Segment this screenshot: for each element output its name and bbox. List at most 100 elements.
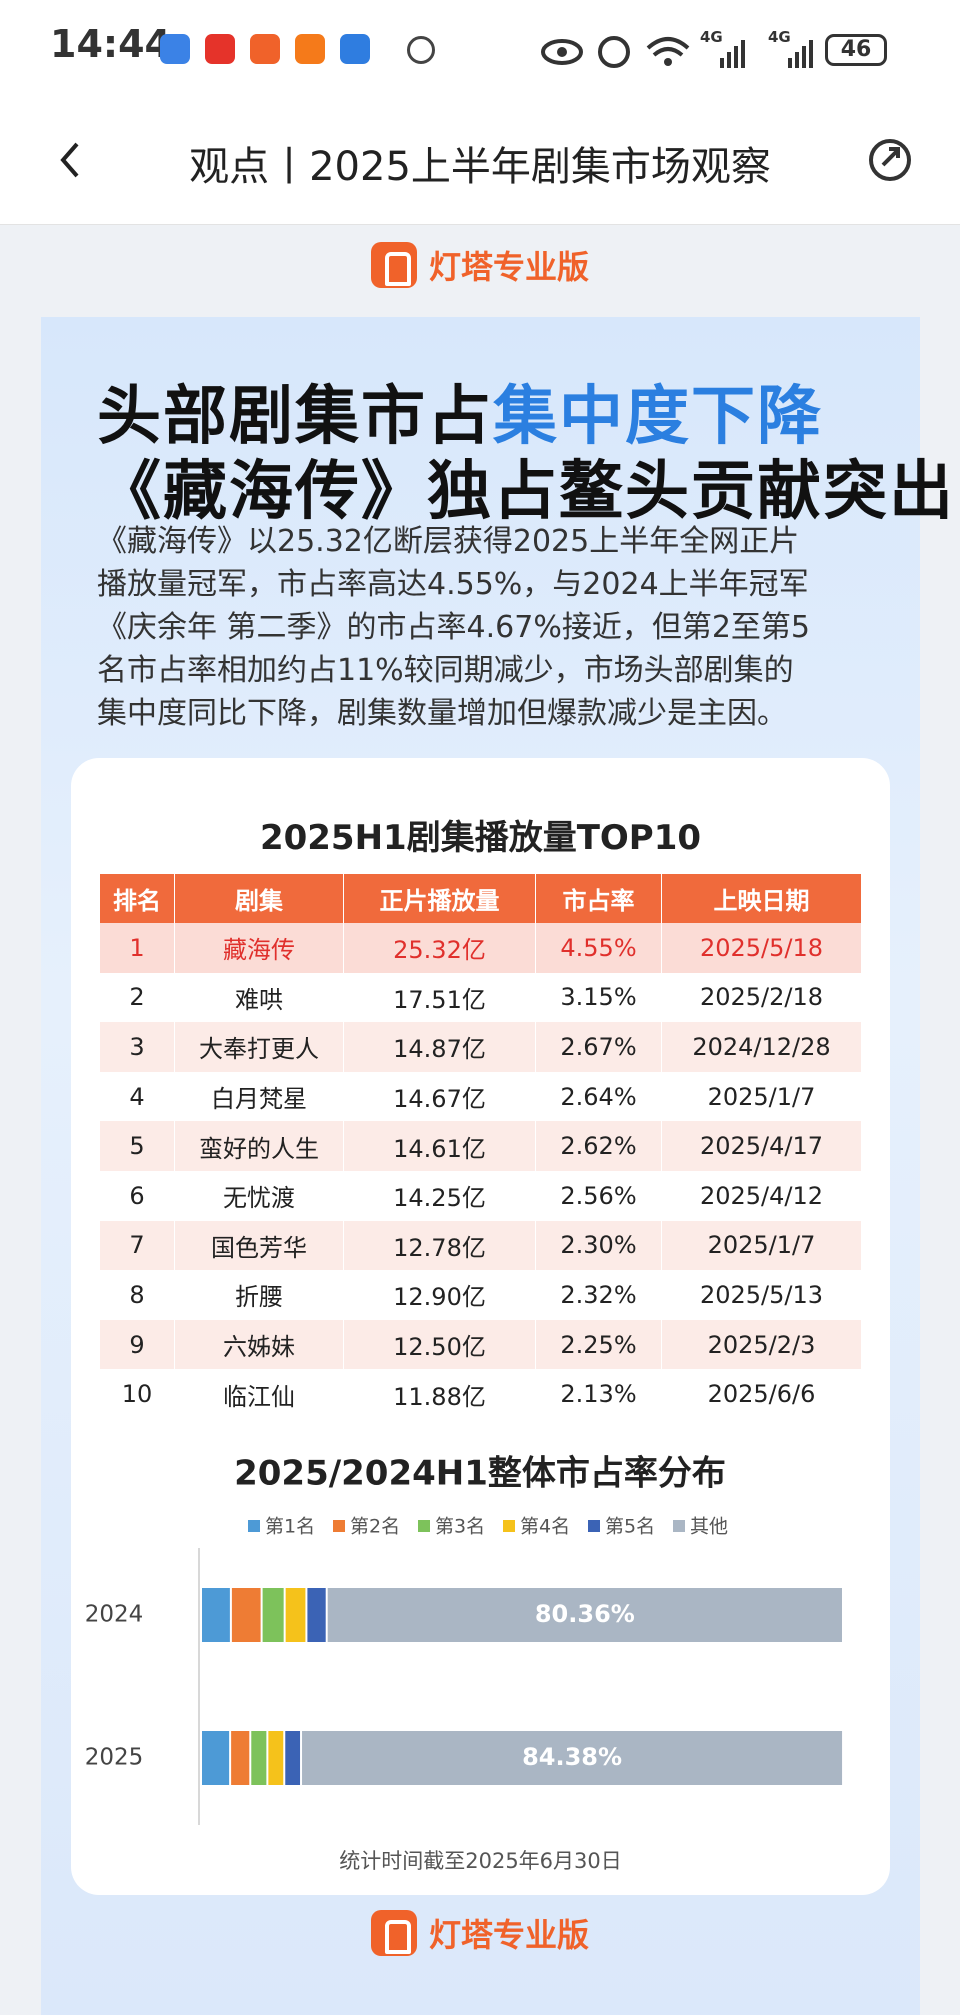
table-cell: 2.30% [536,1220,662,1271]
brand-logo [370,242,417,288]
paragraph-line: 《庆余年 第二季》的市占率4.67%接近，但第2至第5 [97,610,811,645]
bar-segment [251,1731,267,1785]
legend-swatch [588,1520,600,1532]
page-title: 观点丨2025上半年剧集市场观察 [189,144,771,190]
table-cell: 六姊妹 [175,1319,344,1370]
brand: 灯塔专业版 [0,242,960,288]
app-header: 观点丨2025上半年剧集市场观察 [0,90,960,225]
table-cell: 11.88亿 [344,1369,536,1419]
icon [407,36,435,64]
app-icon [295,34,325,64]
brand-logo [370,1910,417,1956]
legend-label: 第5名 [605,1516,655,1538]
data-label: 84.38% [522,1743,622,1771]
bar-segment [285,1588,306,1642]
legend-swatch [673,1520,685,1532]
legend-label: 第4名 [520,1516,570,1538]
table-cell: 9 [100,1319,175,1370]
footnote: 统计时间截至2025年6月30日 [339,1849,622,1873]
status-bar: 14:44 4G 4G 46 [0,0,960,90]
table-cell: 2025/1/7 [662,1220,861,1271]
network-label: 4G [768,28,791,46]
bar-segment [202,1731,230,1785]
status-icons [541,36,813,68]
legend-swatch [503,1520,515,1532]
bar-segment [307,1588,326,1642]
table-cell: 4.55% [536,923,662,973]
table-cell: 2025/2/18 [662,972,861,1023]
app-icon [250,34,280,64]
table-cell: 1 [100,923,175,973]
table-cell: 2.56% [536,1171,662,1221]
table-cell: 14.87亿 [344,1022,536,1072]
paragraph-line: 名市占率相加约占11%较同期减少，市场头部剧集的 [97,653,794,688]
table-cell: 白月梵星 [175,1071,344,1122]
chart: 2025/2024H1整体市占率分布 第1名 第2名 第3名 第4名 第5名 其他 2024… [85,1454,843,1825]
table-cell: 5 [100,1121,175,1171]
bar-segment [302,1731,843,1785]
table-cell: 7 [100,1220,175,1271]
table-title: 2025H1剧集播放量TOP10 [259,818,702,858]
table-cell: 2.62% [536,1121,662,1171]
table-cell: 藏海传 [175,923,344,973]
paragraph-line: 集中度同比下降，剧集数量增加但爆款减少是主因。 [97,696,787,731]
table-cell: 无忧渡 [175,1171,344,1221]
table-cell: 大奉打更人 [175,1022,344,1072]
table-cell: 2025/4/12 [662,1171,861,1221]
legend-swatch [333,1520,345,1532]
legend-swatch [418,1520,430,1532]
table-cell: 4 [100,1071,175,1122]
bar-segment [327,1588,842,1642]
table-cell: 蛮好的人生 [175,1121,344,1171]
table-cell: 国色芳华 [175,1220,344,1271]
table-cell: 8 [100,1270,175,1320]
table-cell: 2025/6/6 [662,1369,861,1419]
bar-segment [285,1731,301,1785]
table-header-cell: 排名 [100,874,175,923]
headline: 头部剧集市占集中度下降 [97,365,823,457]
table-cell: 3 [100,1022,175,1072]
table-cell: 2.67% [536,1022,662,1072]
battery: 46 [825,34,887,66]
table-cell: 6 [100,1171,175,1221]
share-button[interactable] [865,135,915,185]
table-cell: 2025/1/7 [662,1071,861,1122]
y-tick-label: 2024 [85,1602,144,1628]
table-header-cell: 上映日期 [662,874,861,923]
bar-segment [262,1588,284,1642]
brand-name: 灯塔专业版 [428,248,589,286]
table-cell: 17.51亿 [344,972,536,1023]
table-cell: 12.78亿 [344,1220,536,1271]
headline: 《藏海传》独占鳌头贡献突出 [97,455,955,529]
back-button[interactable] [55,140,85,180]
table-header-cell: 剧集 [175,874,344,923]
app-icon [160,34,190,64]
brand-name: 灯塔专业版 [428,1916,589,1954]
table-cell: 2024/12/28 [662,1022,861,1072]
table-cell: 2025/4/17 [662,1121,861,1171]
table-header-cell: 市占率 [536,874,662,923]
chart-title: 2025/2024H1整体市占率分布 [234,1454,726,1494]
legend-label: 第1名 [265,1516,315,1538]
brand: 灯塔专业版 [0,1910,960,1956]
bar-segment [268,1731,284,1785]
table-cell: 2.13% [536,1369,662,1419]
bar-segment [202,1588,230,1642]
table-cell: 10 [100,1369,175,1419]
clock: 14:44 [50,22,171,66]
legend-swatch [248,1520,260,1532]
bar-segment [231,1731,250,1785]
table-cell: 14.61亿 [344,1121,536,1171]
table-cell: 2025/5/18 [662,923,861,973]
table: 排名 剧集 正片播放量 市占率 上映日期 1 藏海传 25.32亿 4.55% 2025/5/18… [100,874,861,1420]
table-cell: 12.50亿 [344,1319,536,1370]
headline-text: 头部剧集市占 [97,380,493,454]
table-cell: 2 [100,972,175,1023]
legend-label: 第3名 [435,1516,485,1538]
table-cell: 2.32% [536,1270,662,1320]
table-cell: 2.25% [536,1319,662,1370]
paragraph-line: 播放量冠军，市占率高达4.55%，与2024上半年冠军 [97,567,809,602]
table-cell: 14.67亿 [344,1071,536,1122]
app-icon [205,34,235,64]
table-header-cell: 正片播放量 [344,874,536,923]
